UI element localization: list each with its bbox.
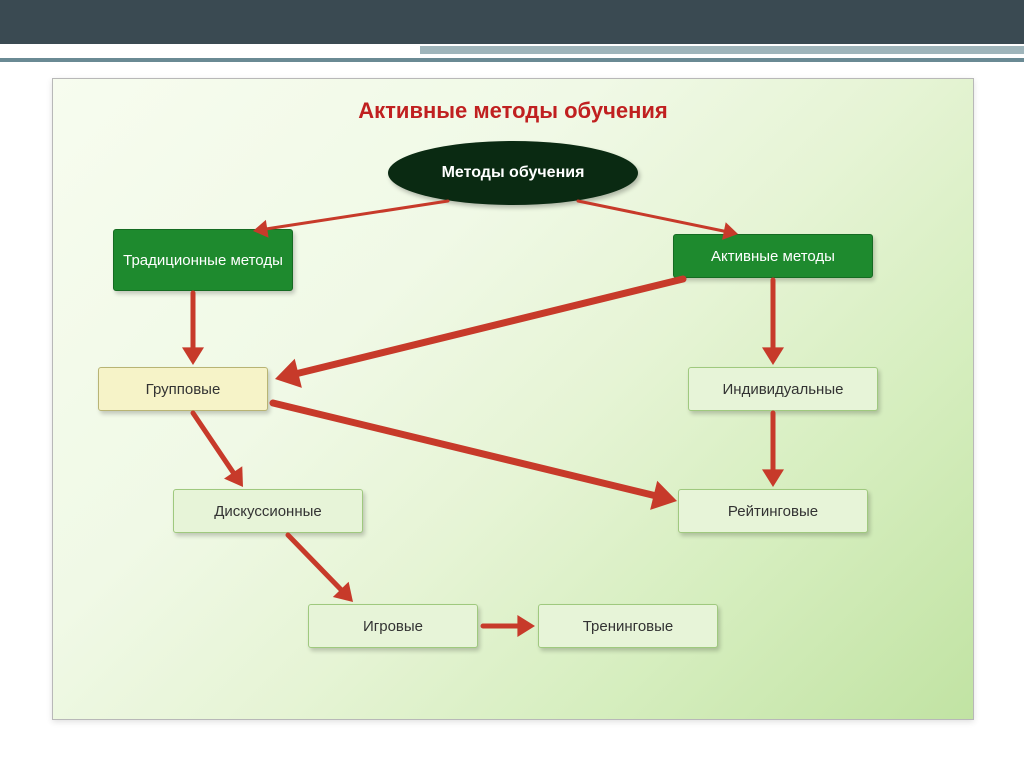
node-training: Тренинговые	[538, 604, 718, 648]
node-discussion: Дискуссионные	[173, 489, 363, 533]
node-rating: Рейтинговые	[678, 489, 868, 533]
node-group: Групповые	[98, 367, 268, 411]
presentation-accent-inner	[420, 46, 1024, 54]
node-game: Игровые	[308, 604, 478, 648]
node-individual: Индивидуальные	[688, 367, 878, 411]
presentation-top-bar	[0, 0, 1024, 44]
slide-frame: Активные методы обучения Методы обучения…	[52, 78, 974, 720]
diagram-title: Активные методы обучения	[53, 98, 973, 124]
node-traditional-methods: Традиционные методы	[113, 229, 293, 291]
node-active-methods: Активные методы	[673, 234, 873, 278]
node-root-methods: Методы обучения	[388, 141, 638, 205]
